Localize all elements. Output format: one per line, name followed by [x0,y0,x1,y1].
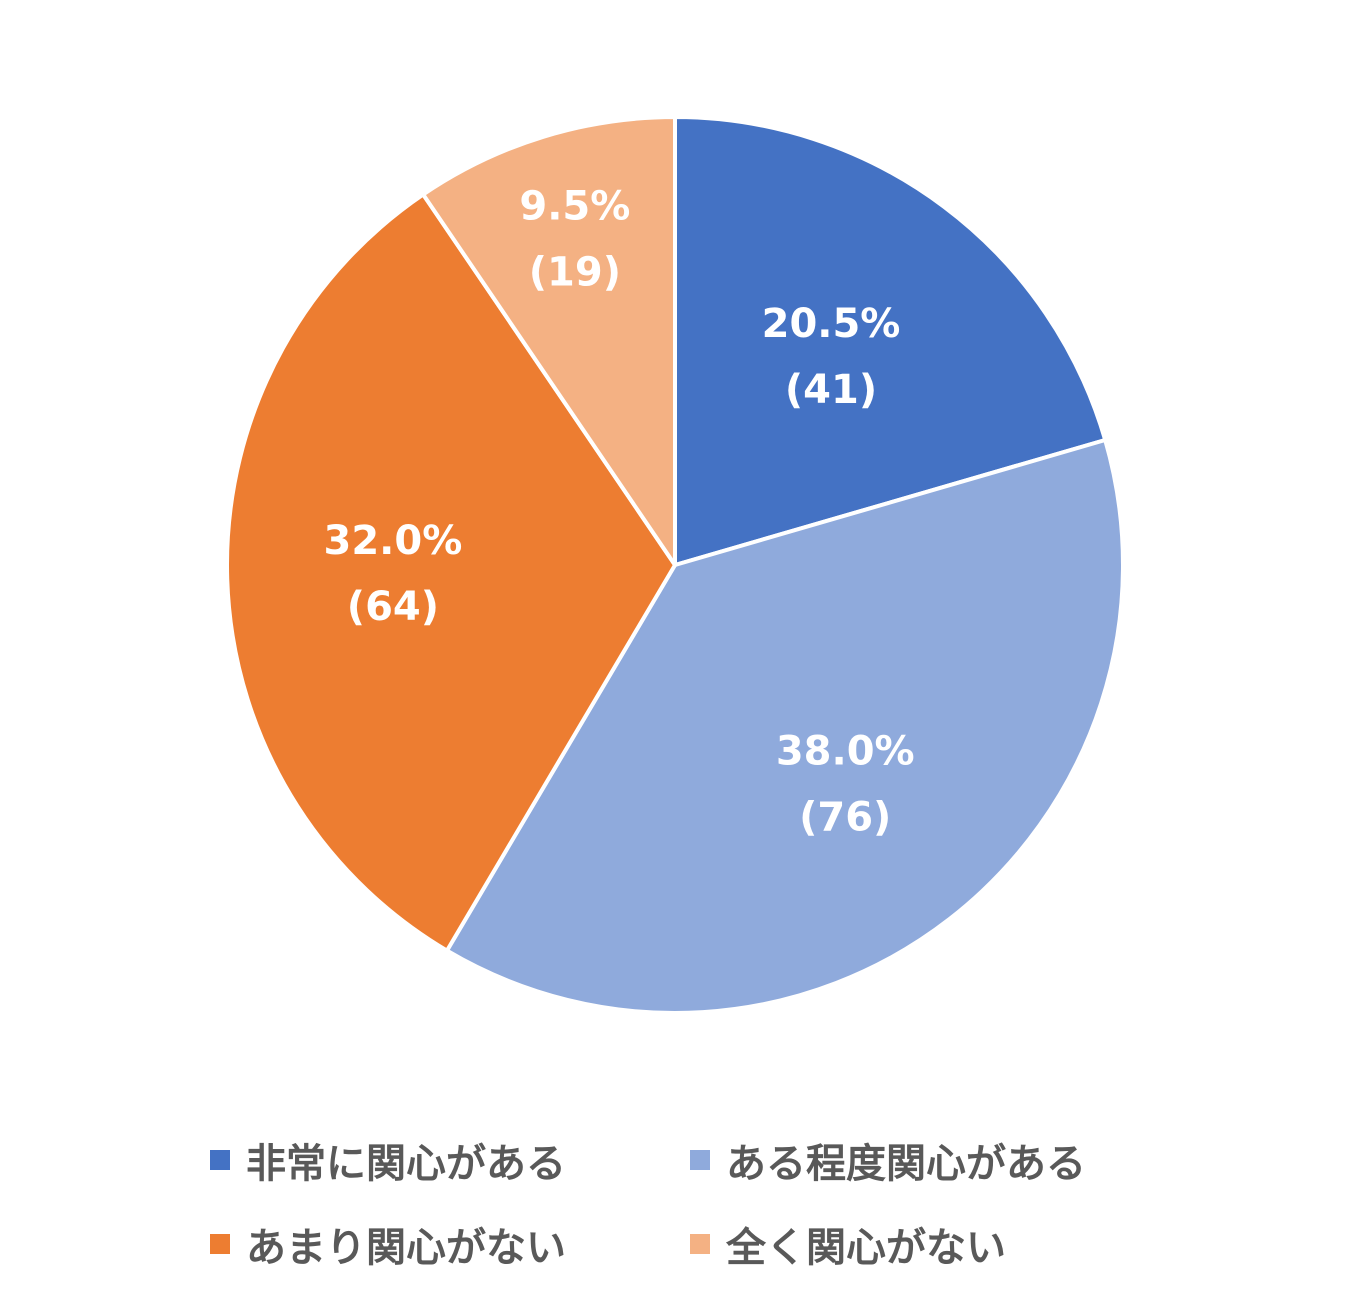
data-label-percent-somewhat-interested: 38.0% [776,728,915,774]
legend-label: あまり関心がない [246,1225,566,1271]
legend-swatch [690,1234,710,1254]
data-label-count-very-interested: (41) [785,367,877,413]
legend-label: ある程度関心がある [726,1141,1086,1187]
data-label-percent-very-interested: 20.5% [762,301,901,347]
data-label-count-somewhat-interested: (76) [799,794,891,840]
data-label-percent-not-interested-at-all: 9.5% [519,184,630,230]
legend-label: 全く関心がない [726,1225,1006,1271]
legend-item-not-very-interested: あまり関心がない [210,1219,690,1271]
legend: 非常に関心がある ある程度関心がある あまり関心がない 全く関心がない [210,1135,1210,1271]
pie-slice-not-very-interested [225,192,677,953]
legend-swatch [690,1150,710,1170]
legend-item-very-interested: 非常に関心がある [210,1135,690,1187]
data-label-percent-not-very-interested: 32.0% [324,518,463,564]
pie-slices [225,115,1125,1015]
legend-item-not-interested-at-all: 全く関心がない [690,1219,1150,1271]
legend-swatch [210,1234,230,1254]
pie-slice-very-interested [673,115,1108,567]
pie-slice-somewhat-interested [444,438,1125,1015]
data-label-count-not-interested-at-all: (19) [529,250,621,296]
legend-swatch [210,1150,230,1170]
legend-item-somewhat-interested: ある程度関心がある [690,1135,1150,1187]
legend-label: 非常に関心がある [246,1141,566,1187]
pie-slice-not-interested-at-all [421,115,677,567]
data-labels: 20.5% (41) 38.0% (76) 32.0% (64) 9.5% (19) [324,184,915,841]
pie-chart: 20.5% (41) 38.0% (76) 32.0% (64) 9.5% (19) [225,115,1125,1015]
data-label-count-not-very-interested: (64) [347,584,439,630]
